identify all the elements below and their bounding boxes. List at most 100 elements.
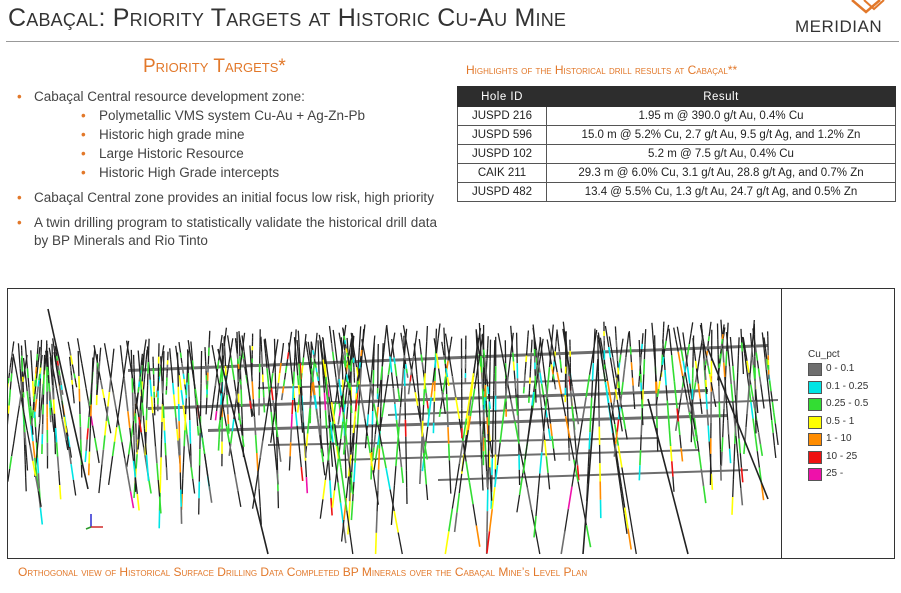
drill-hole-trace (752, 328, 765, 409)
drill-hole-trace (47, 308, 89, 490)
legend-swatch (808, 398, 822, 411)
drill-hole-trace (647, 398, 689, 555)
drill-hole-trace (548, 328, 592, 548)
legend-label: 0.25 - 0.5 (826, 398, 869, 409)
drill-hole-trace (761, 332, 777, 458)
drill-hole-trace (8, 341, 15, 389)
drill-hole-trace (371, 325, 388, 462)
table-row: JUSPD 596 15.0 m @ 5.2% Cu, 2.7 g/t Au, … (457, 125, 896, 145)
drill-traces-canvas (8, 308, 779, 555)
sub-bullet-item: Historic High Grade intercepts (81, 164, 437, 182)
drill-hole-trace (528, 339, 533, 403)
drill-hole-trace (438, 336, 453, 418)
axis-triad-icon (85, 514, 103, 530)
drill-hole-trace (264, 338, 282, 462)
drill-hole-trace (676, 326, 698, 442)
drill-hole-trace (766, 331, 770, 380)
drill-hole-trace (400, 332, 409, 378)
drill-hole-trace (361, 339, 403, 555)
drill-hole-trace (49, 356, 62, 500)
drill-hole-trace (692, 338, 703, 414)
figure-caption: Orthogonal view of Historical Surface Dr… (18, 565, 588, 579)
drill-hole-trace (433, 338, 446, 414)
drill-hole-trace (613, 332, 630, 457)
legend-label: 0.1 - 0.25 (826, 380, 869, 392)
hole-id-cell: JUSPD 596 (457, 125, 547, 145)
drill-hole-trace (249, 345, 262, 525)
drill-hole-trace (569, 339, 572, 397)
sub-bullet-item: Large Historic Resource (81, 145, 437, 163)
legend-item: 0.5 - 1 (808, 415, 894, 430)
drill-hole-trace (603, 321, 606, 370)
drill-hole-trace (226, 335, 245, 447)
drill-hole-trace (52, 338, 77, 496)
drill-hole-trace (743, 319, 755, 455)
page-title: Cabaçal: Priority Targets at Historic Cu… (8, 4, 567, 32)
level-slab (148, 389, 708, 410)
drill-hole-trace (98, 348, 115, 494)
hole-id-cell: JUSPD 216 (457, 106, 547, 126)
drill-hole-trace (340, 324, 366, 542)
drill-hole-trace (54, 346, 64, 395)
drill-hole-trace (119, 345, 140, 511)
drill-hole-trace (690, 335, 695, 443)
drill-hole-trace (481, 334, 492, 409)
bullet-text: Cabaçal Central resource development zon… (34, 89, 305, 104)
drill-hole-trace (204, 347, 208, 395)
drill-hole-trace (638, 339, 644, 426)
table-row: JUSPD 216 1.95 m @ 390.0 g/t Au, 0.4% Cu (457, 106, 896, 126)
level-slab (438, 469, 748, 481)
bullet-item: Cabaçal Central zone provides an initial… (17, 189, 437, 207)
drill-hole-trace (532, 327, 552, 441)
drill-hole-trace (178, 342, 188, 396)
drill-hole-trace (510, 325, 519, 416)
drill-hole-trace (763, 337, 779, 445)
legend-swatch (808, 380, 822, 394)
drill-hole-trace (180, 350, 189, 510)
result-cell: 15.0 m @ 5.2% Cu, 2.7 g/t Au, 9.5 g/t Ag… (546, 125, 896, 145)
drill-hole-trace (725, 332, 744, 506)
drill-hole-trace (707, 348, 769, 500)
drill-hole-trace (87, 357, 94, 476)
drill-hole-trace (614, 326, 621, 396)
legend-item: 25 - (808, 468, 894, 482)
legend-item: 1 - 10 (808, 433, 894, 447)
hole-id-cell: JUSPD 482 (457, 182, 547, 202)
legend-swatch (808, 433, 822, 446)
legend-label: 10 - 25 (826, 450, 858, 462)
legend-swatch (808, 450, 822, 464)
drill-hole-trace (597, 335, 602, 519)
result-cell: 29.3 m @ 6.0% Cu, 3.1 g/t Au, 28.8 g/t A… (546, 163, 896, 183)
drill-hole-trace (280, 331, 293, 401)
drill-hole-trace (522, 330, 530, 394)
drill-hole-trace (533, 335, 537, 403)
table-row: JUSPD 102 5.2 m @ 7.5 g/t Au, 0.4% Cu (457, 144, 896, 164)
drill-hole-trace (198, 350, 203, 515)
legend-label: 1 - 10 (826, 433, 852, 444)
column-header-hole-id: Hole ID (457, 86, 547, 107)
drill-hole-trace (165, 351, 169, 395)
drill-hole-trace (260, 336, 266, 413)
drill-hole-trace (355, 337, 364, 400)
drill-hole-trace (515, 332, 521, 486)
legend-title: Cu_pct (808, 349, 840, 360)
drill-hole-trace (68, 356, 75, 404)
drill-hole-trace (187, 340, 213, 503)
drill-hole-trace (704, 321, 712, 371)
drill-hole-trace (444, 328, 482, 555)
drill-hole-trace (376, 343, 379, 400)
drill-hole-trace (8, 354, 28, 482)
drill-hole-trace (522, 338, 542, 474)
priority-targets-heading: Priority Targets* (143, 56, 286, 77)
drill-hole-trace (322, 338, 334, 467)
drill-hole-trace (218, 338, 234, 430)
drill-hole-trace (157, 343, 160, 412)
drill-hole-trace (562, 328, 580, 425)
drill-hole-trace (490, 340, 496, 509)
title-divider (6, 41, 899, 42)
level-slab (338, 449, 698, 461)
drill-hole-trace (33, 354, 43, 419)
drill-hole-trace (48, 347, 69, 451)
logo-wordmark: MERIDIAN (795, 17, 883, 36)
drill-hole-trace (20, 345, 25, 398)
